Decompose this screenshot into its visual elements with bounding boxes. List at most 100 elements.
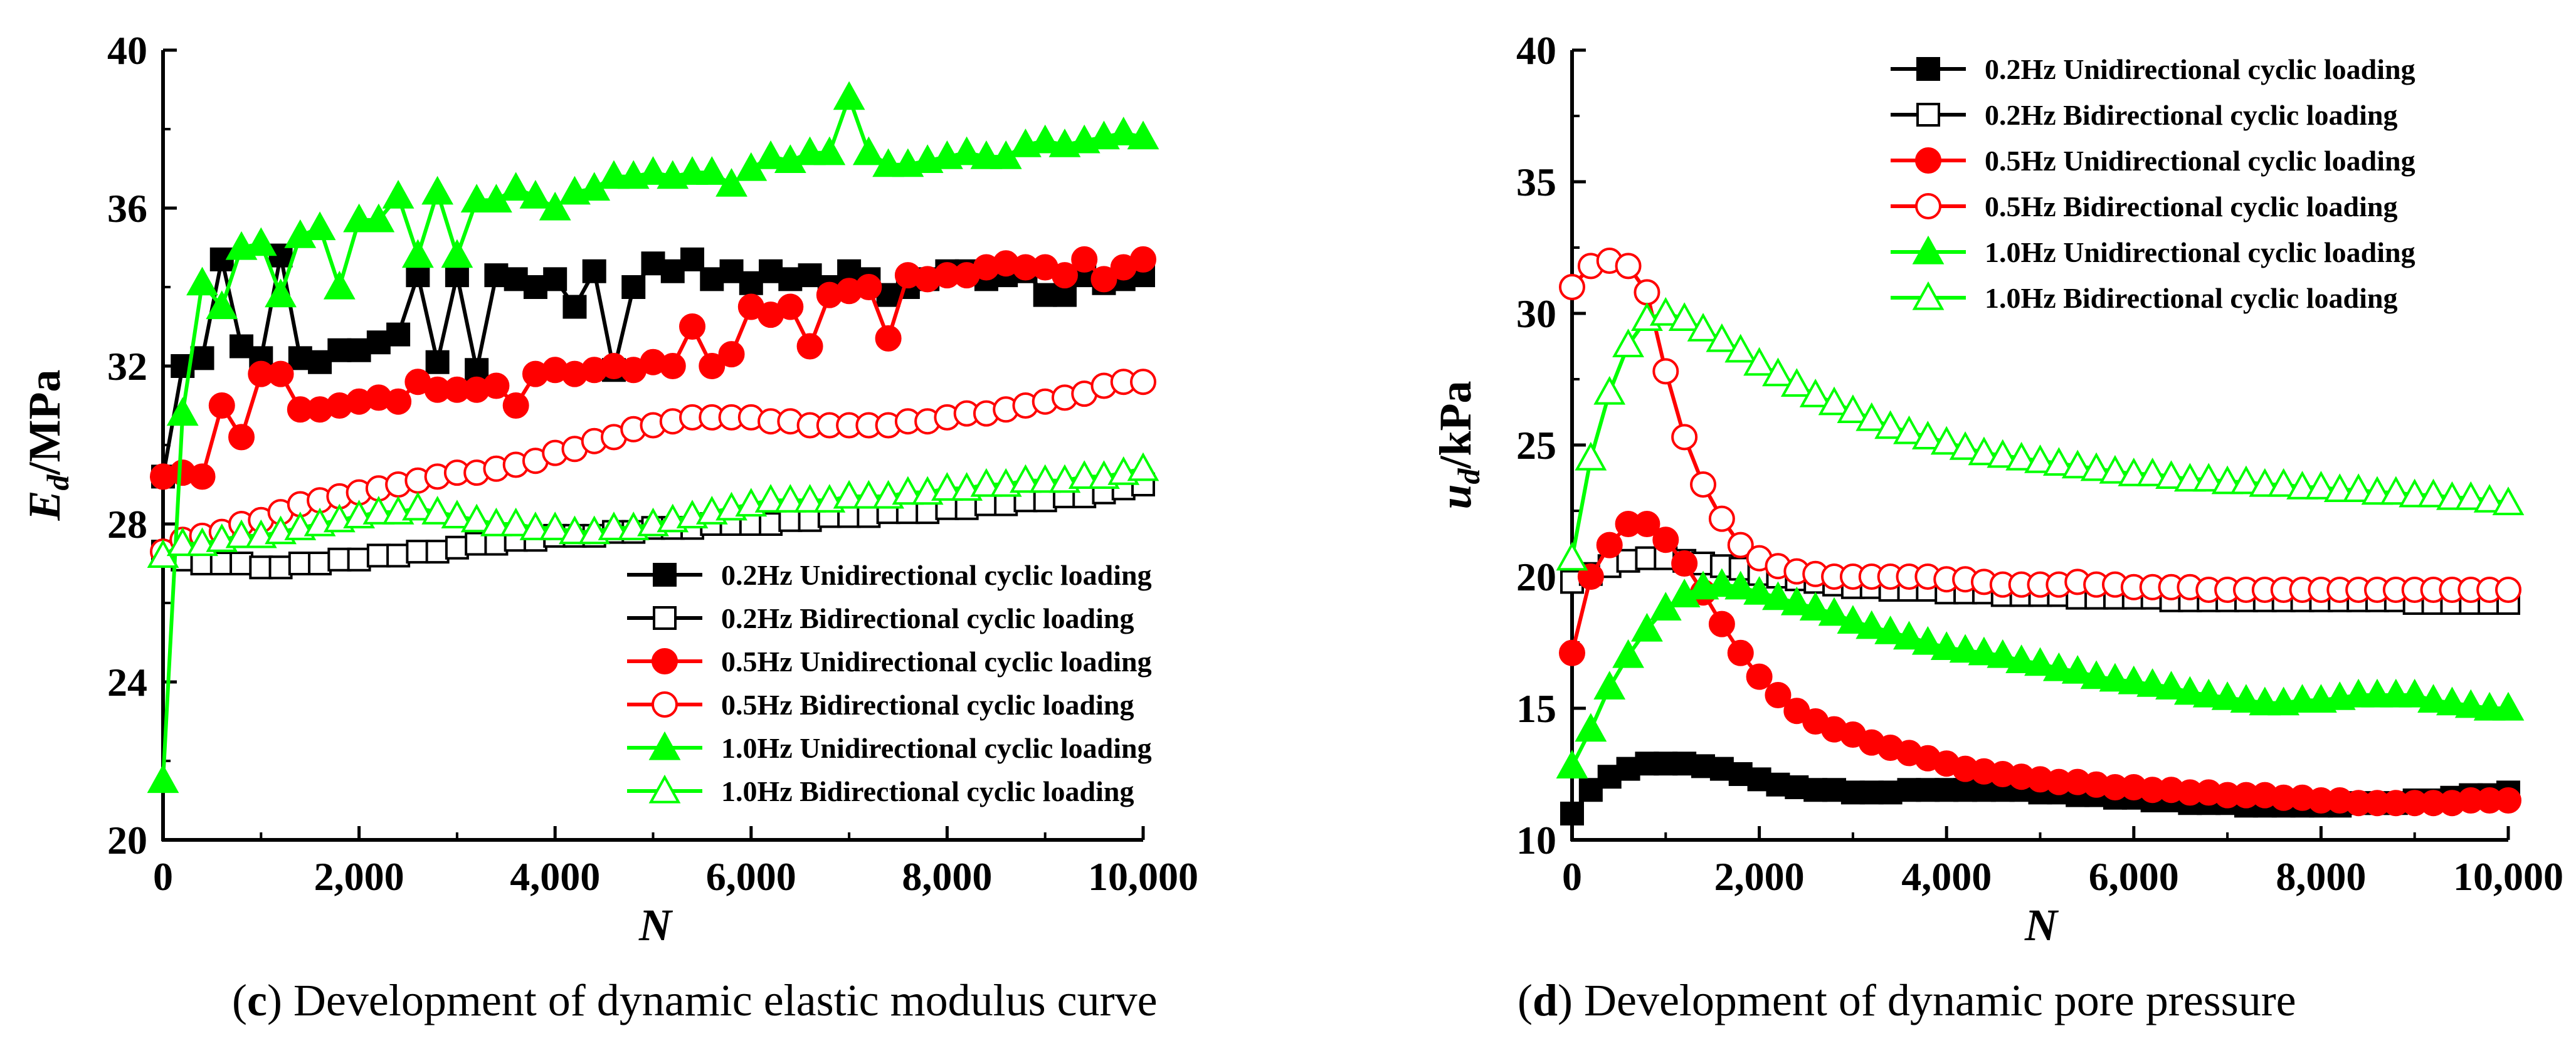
series-3 — [150, 369, 1156, 565]
data-point — [2211, 465, 2244, 495]
data-point — [1743, 576, 1775, 605]
chart-d: 10 15 20 25 30 35 40 0 2,000 4,000 6,000 8,000 10,00… — [1430, 28, 2563, 950]
data-point — [385, 388, 412, 415]
data-point — [2380, 678, 2412, 708]
data-point — [2492, 486, 2525, 515]
data-point — [970, 468, 1003, 497]
data-point — [2473, 691, 2506, 721]
data-point — [833, 81, 865, 110]
y-tick-label: 20 — [107, 818, 147, 862]
data-point — [1634, 279, 1660, 306]
data-point — [1071, 246, 1098, 273]
data-point — [504, 267, 528, 291]
data-point — [245, 227, 277, 256]
data-point — [2361, 678, 2394, 708]
data-point — [230, 334, 254, 359]
data-point — [2399, 478, 2431, 508]
data-point — [268, 555, 293, 580]
data-point — [1596, 532, 1623, 558]
data-point — [641, 251, 665, 276]
legend-label: 0.5Hz Bidirectional cyclic loading — [721, 689, 1134, 721]
y-tick-label: 10 — [1516, 818, 1556, 862]
data-point — [1671, 424, 1698, 451]
data-point — [539, 511, 571, 540]
data-point — [1033, 283, 1057, 307]
data-point — [483, 372, 510, 399]
legend-item: 1.0Hz Bidirectional cyclic loading — [1891, 281, 2397, 314]
data-point — [2192, 678, 2225, 708]
y-tick-label: 40 — [1516, 28, 1556, 73]
series-4 — [1556, 568, 2525, 778]
data-point — [1559, 639, 1585, 666]
data-point — [739, 271, 763, 295]
caption-d-letter: d — [1532, 975, 1558, 1025]
data-point — [500, 172, 532, 201]
caption-d: (d) Development of dynamic pore pressure — [1518, 975, 2296, 1025]
caption-c: (c) Development of dynamic elastic modul… — [232, 975, 1158, 1025]
series-4 — [147, 81, 1159, 794]
data-point — [1029, 124, 1062, 154]
data-point — [2249, 686, 2281, 716]
data-point — [1068, 460, 1101, 489]
legend-marker — [652, 648, 678, 674]
data-point — [1668, 302, 1701, 331]
data-point — [1765, 682, 1792, 708]
y-axis-symbol: u — [1430, 484, 1481, 509]
data-point — [759, 259, 783, 283]
caption-c-letter: c — [246, 975, 267, 1025]
data-point — [421, 176, 454, 205]
data-point — [796, 333, 823, 360]
data-point — [1051, 262, 1078, 289]
data-point — [386, 543, 411, 568]
data-point — [362, 495, 395, 525]
data-point — [718, 341, 745, 368]
data-point — [166, 397, 199, 426]
data-point — [2118, 665, 2150, 694]
x-axis-title: N — [2024, 900, 2059, 950]
data-point — [2436, 686, 2468, 716]
x-tick-label: 0 — [1562, 854, 1582, 899]
data-point — [441, 500, 473, 528]
data-point — [2417, 478, 2449, 508]
data-point — [1799, 592, 1832, 621]
data-point — [2286, 684, 2318, 713]
data-point — [562, 295, 587, 319]
y-axis-subscript: d — [40, 474, 75, 490]
data-point — [2099, 454, 2131, 484]
x-tick-label: 4,000 — [1901, 854, 1992, 899]
legend-item: 0.2Hz Bidirectional cyclic loading — [627, 602, 1134, 634]
data-point — [872, 148, 905, 177]
data-point — [2192, 463, 2225, 492]
data-point — [543, 267, 567, 291]
legend-label: 0.2Hz Bidirectional cyclic loading — [721, 602, 1134, 634]
data-point — [190, 346, 214, 370]
data-point — [1911, 421, 1944, 449]
data-point — [366, 543, 391, 568]
x-tick-label: 0 — [153, 854, 173, 899]
data-point — [1127, 120, 1159, 150]
data-point — [2042, 652, 2075, 681]
data-point — [425, 350, 450, 374]
series-5 — [1556, 296, 2525, 571]
data-point — [2436, 481, 2468, 510]
data-point — [2136, 458, 2169, 486]
legend-marker — [1912, 235, 1945, 265]
data-point — [1837, 394, 1869, 423]
data-point — [347, 338, 371, 362]
data-point — [931, 472, 963, 501]
data-point — [523, 275, 547, 299]
data-point — [441, 239, 473, 268]
data-point — [1616, 548, 1640, 573]
legend-label: 0.5Hz Unidirectional cyclic loading — [1985, 145, 2415, 177]
data-point — [1556, 542, 1588, 571]
data-point — [660, 259, 685, 283]
data-point — [598, 160, 630, 189]
data-point — [1616, 757, 1640, 781]
legend-marker — [653, 606, 677, 630]
legend-item: 0.5Hz Bidirectional cyclic loading — [1891, 191, 2397, 223]
data-point — [1949, 431, 1982, 460]
data-point — [1878, 780, 1903, 805]
data-point — [794, 484, 826, 513]
data-point — [1837, 605, 1869, 634]
